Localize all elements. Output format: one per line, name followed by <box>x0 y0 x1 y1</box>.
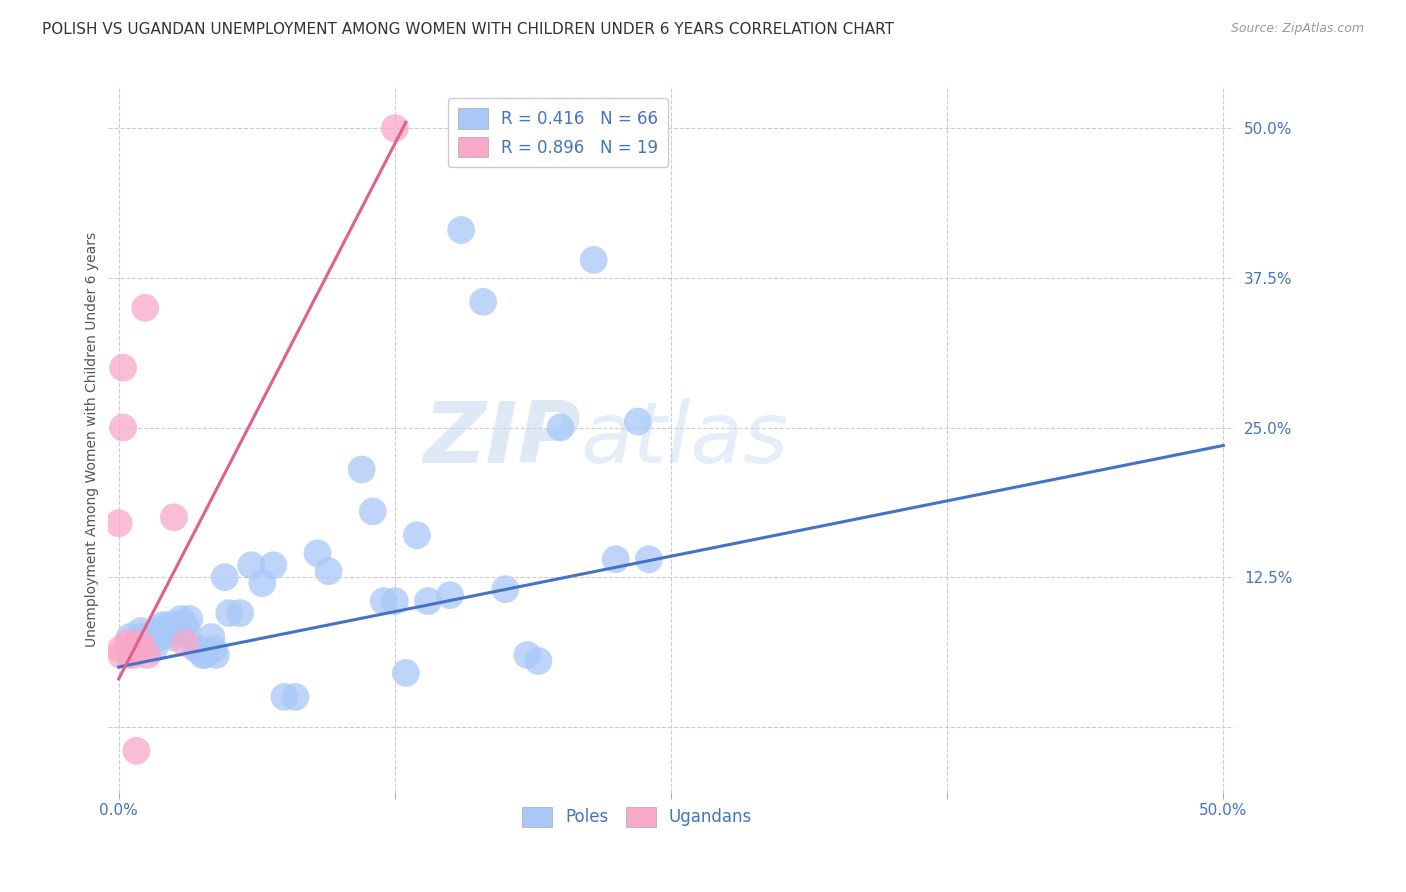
Point <box>194 648 217 662</box>
Point <box>184 642 207 657</box>
Point <box>169 612 191 626</box>
Point <box>163 510 186 524</box>
Point <box>145 624 167 638</box>
Point <box>284 690 307 704</box>
Point <box>122 642 145 657</box>
Point <box>202 642 225 657</box>
Point <box>627 415 650 429</box>
Point <box>200 630 222 644</box>
Point <box>262 558 284 573</box>
Point <box>214 570 236 584</box>
Point <box>143 642 166 657</box>
Legend: Poles, Ugandans: Poles, Ugandans <box>516 800 759 834</box>
Text: Source: ZipAtlas.com: Source: ZipAtlas.com <box>1230 22 1364 36</box>
Point <box>472 294 495 309</box>
Point <box>494 582 516 596</box>
Point <box>582 252 605 267</box>
Point <box>136 648 159 662</box>
Point <box>384 121 406 136</box>
Point <box>163 618 186 632</box>
Point <box>148 624 170 638</box>
Point <box>191 648 214 662</box>
Point <box>110 648 132 662</box>
Point <box>134 301 156 315</box>
Point <box>350 462 373 476</box>
Point <box>138 636 160 650</box>
Y-axis label: Unemployment Among Women with Children Under 6 years: Unemployment Among Women with Children U… <box>86 232 100 647</box>
Text: POLISH VS UGANDAN UNEMPLOYMENT AMONG WOMEN WITH CHILDREN UNDER 6 YEARS CORRELATI: POLISH VS UGANDAN UNEMPLOYMENT AMONG WOM… <box>42 22 894 37</box>
Point <box>527 654 550 668</box>
Point <box>159 618 181 632</box>
Point <box>129 642 152 657</box>
Point <box>516 648 538 662</box>
Point <box>118 642 141 657</box>
Point <box>252 576 274 591</box>
Point <box>273 690 295 704</box>
Point <box>122 648 145 662</box>
Point <box>129 636 152 650</box>
Point <box>450 223 472 237</box>
Point <box>240 558 263 573</box>
Point <box>143 630 166 644</box>
Point <box>156 624 179 638</box>
Point <box>174 618 197 632</box>
Point <box>406 528 429 542</box>
Point <box>174 636 197 650</box>
Point <box>121 642 143 657</box>
Point <box>129 624 152 638</box>
Point <box>229 606 252 620</box>
Point <box>384 594 406 608</box>
Point <box>118 648 141 662</box>
Point <box>416 594 439 608</box>
Point <box>153 624 176 638</box>
Point <box>373 594 395 608</box>
Point <box>218 606 240 620</box>
Text: ZIP: ZIP <box>423 398 581 481</box>
Point <box>179 612 201 626</box>
Point <box>439 588 461 602</box>
Point <box>107 516 129 531</box>
Point <box>152 618 174 632</box>
Point <box>136 636 159 650</box>
Point <box>110 642 132 657</box>
Point <box>605 552 627 566</box>
Point <box>395 665 418 680</box>
Point <box>149 630 172 644</box>
Point <box>638 552 661 566</box>
Point <box>125 744 148 758</box>
Text: atlas: atlas <box>581 398 789 481</box>
Point <box>117 636 139 650</box>
Point <box>550 420 572 434</box>
Point <box>112 420 135 434</box>
Point <box>129 642 152 657</box>
Point <box>167 618 190 632</box>
Point <box>129 630 152 644</box>
Point <box>129 636 152 650</box>
Point <box>307 546 329 560</box>
Point <box>205 648 228 662</box>
Point <box>118 630 141 644</box>
Point <box>125 636 148 650</box>
Point <box>159 624 181 638</box>
Point <box>361 504 384 518</box>
Point <box>176 624 198 638</box>
Point <box>152 624 174 638</box>
Point <box>112 360 135 375</box>
Point <box>318 564 340 578</box>
Point <box>128 642 150 657</box>
Point <box>129 642 152 657</box>
Point <box>134 630 156 644</box>
Point <box>160 630 183 644</box>
Point <box>165 624 187 638</box>
Point <box>141 630 163 644</box>
Point <box>187 642 209 657</box>
